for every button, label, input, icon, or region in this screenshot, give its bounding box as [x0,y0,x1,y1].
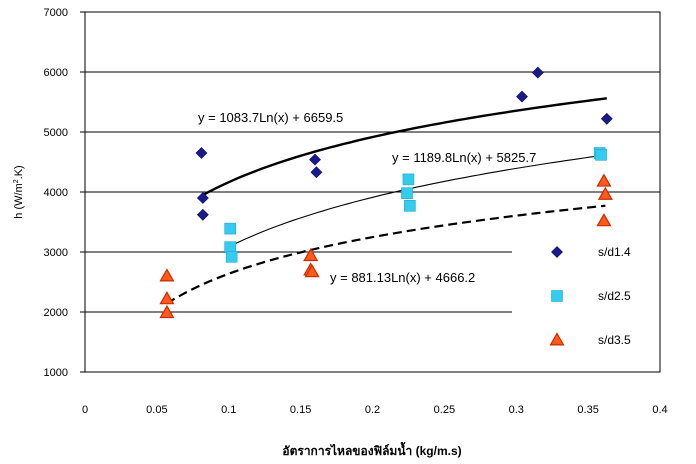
point-s/d2.5 [595,149,607,161]
trend-equation-s/d3.5: y = 881.13Ln(x) + 4666.2 [330,270,475,285]
legend-marker-s/d2.5 [551,290,563,302]
trendline-s/d2.5 [229,154,603,247]
point-s/d1.4 [600,112,613,125]
x-tick-label: 0.35 [577,404,598,416]
x-tick-label: 0.4 [652,404,667,416]
point-s/d3.5 [596,213,612,227]
legend-marker-s/d1.4 [551,246,563,258]
data-points [159,66,613,319]
trendline-s/d1.4 [200,97,607,197]
x-tick-label: 0.2 [365,404,380,416]
x-tick-label: 0 [82,404,88,416]
point-s/d3.5 [304,264,320,278]
trendline-s/d3.5 [166,204,606,305]
point-s/d3.5 [159,304,175,319]
x-tick-label: 0.3 [509,404,524,416]
y-tick-label: 7000 [44,7,68,19]
y-tick-label: 2000 [44,307,68,319]
point-s/d2.5 [402,173,415,186]
legend-label-s/d1.4: s/d1.4 [598,245,631,259]
y-tick-label: 5000 [44,127,68,139]
y-tick-label: 4000 [44,187,68,199]
y-tick-label: 1000 [44,367,68,379]
point-s/d3.5 [159,291,175,305]
x-axis-ticks: 0 0.05 0.1 0.15 0.2 0.25 0.3 0.35 0.4 [82,404,668,416]
point-s/d2.5 [224,222,236,235]
y-axis-label-main: h (W/m [13,183,25,218]
x-tick-label: 0.15 [290,404,311,416]
x-tick-label: 0.05 [146,404,167,416]
trend-equation-s/d1.4: y = 1083.7Ln(x) + 6659.5 [198,110,343,125]
point-s/d1.4 [195,147,208,159]
legend-label-s/d2.5: s/d2.5 [598,289,631,303]
x-tick-label: 0.1 [221,404,236,416]
legend-background [512,218,660,372]
trend-lines [166,97,607,305]
point-s/d3.5 [303,247,319,262]
point-s/d3.5 [597,186,613,200]
point-s/d1.4 [309,153,321,166]
legend: s/d1.4 s/d2.5 s/d3.5 [549,245,631,347]
point-s/d2.5 [225,251,238,263]
legend-label-s/d3.5: s/d3.5 [598,333,631,347]
point-s/d2.5 [404,200,416,212]
point-s/d3.5 [159,268,175,282]
x-axis-label: อัตราการไหลของฟิล์มน้ำ (kg/m.s) [282,441,461,458]
point-s/d1.4 [531,66,544,79]
y-axis-ticks: 1000 2000 3000 4000 5000 6000 7000 [44,7,85,379]
y-axis-label: h (W/m2.K) [13,165,25,218]
y-tick-label: 6000 [44,67,68,79]
point-s/d1.4 [196,192,209,204]
y-tick-label: 3000 [44,247,68,259]
trend-equation-s/d2.5: y = 1189.8Ln(x) + 5825.7 [392,150,536,165]
y-axis-label-sup: 2 [13,179,20,183]
y-axis-label-end: .K) [13,165,25,179]
point-s/d1.4 [310,166,323,179]
legend-marker-s/d3.5 [549,332,565,346]
point-s/d1.4 [516,90,528,103]
point-s/d1.4 [196,208,209,221]
grid-lines [85,71,660,372]
point-s/d3.5 [596,173,612,187]
trend-equation-labels: y = 1083.7Ln(x) + 6659.5 y = 1189.8Ln(x) … [198,110,536,285]
point-s/d2.5 [401,187,413,199]
x-tick-label: 0.25 [434,404,455,416]
